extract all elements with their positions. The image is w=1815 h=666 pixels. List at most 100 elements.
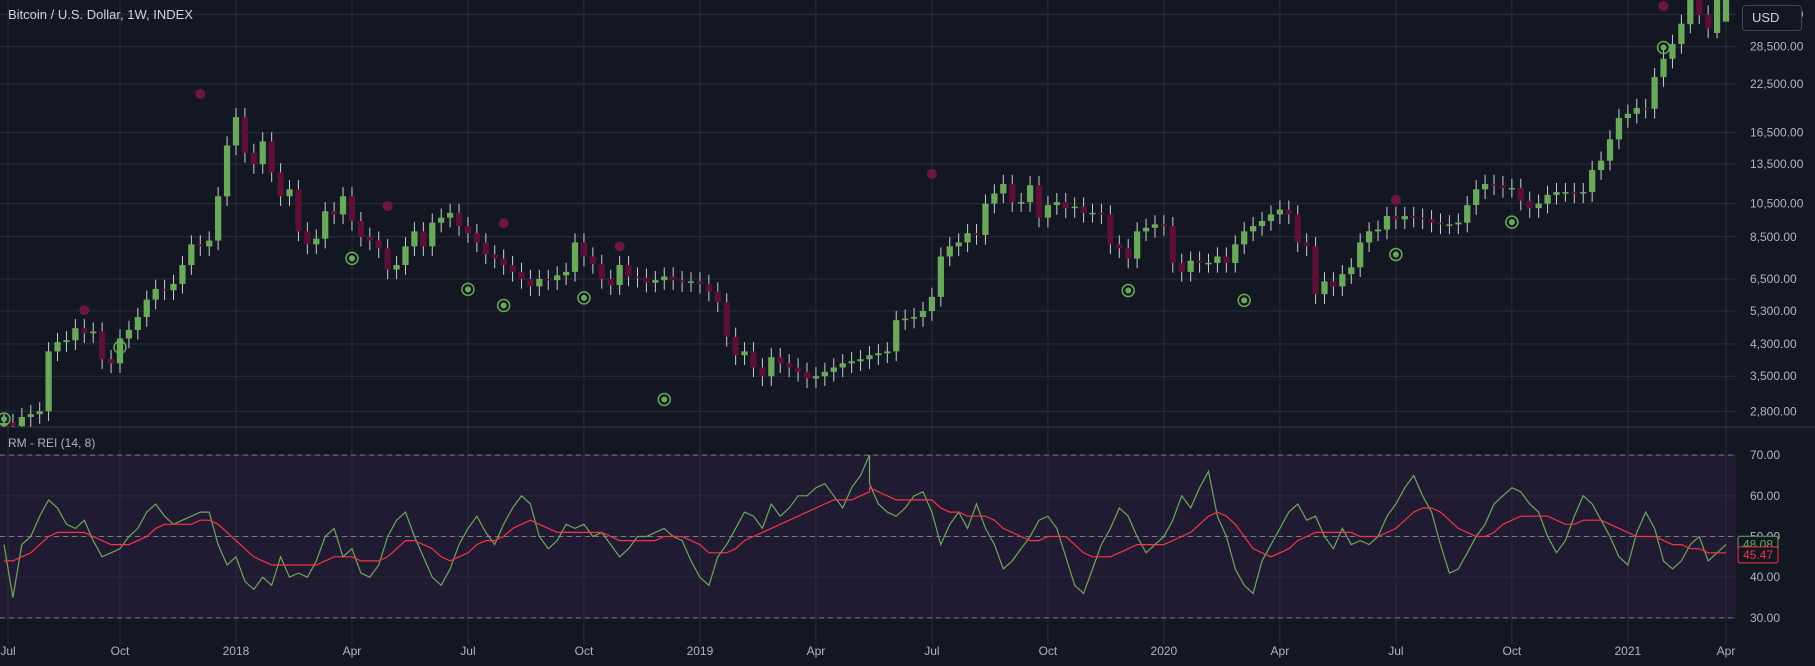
candle-body: [232, 117, 240, 146]
long-signal-marker: [1656, 40, 1671, 55]
x-tick-label: Apr: [1271, 644, 1290, 658]
candle-body: [670, 276, 677, 281]
candle-body: [946, 246, 953, 257]
y-tick-label: 22,500.00: [1750, 77, 1804, 91]
candle-body: [402, 246, 409, 266]
candle-body: [304, 231, 311, 245]
long-signal-marker-dot: [580, 294, 587, 301]
x-tick-label: Oct: [1503, 644, 1522, 658]
candle-body: [768, 357, 775, 377]
candle-body: [1374, 229, 1382, 232]
candle-body: [857, 359, 864, 362]
candle-body: [188, 244, 195, 266]
candle-body: [1535, 203, 1542, 209]
candle-body: [179, 265, 186, 284]
candle-body: [116, 338, 124, 364]
y-tick-label: 10,500.00: [1750, 197, 1804, 211]
candle-body: [1053, 202, 1060, 206]
candle-body: [1705, 14, 1712, 29]
candle-body: [652, 280, 659, 283]
candle-body: [1214, 256, 1221, 263]
indicator-y-tick-label: 30.00: [1750, 611, 1780, 625]
candle-body: [1589, 170, 1596, 193]
candle-body: [1660, 58, 1667, 78]
candle-body: [1633, 107, 1640, 114]
candle-body: [366, 236, 373, 241]
candle-body: [1597, 160, 1605, 171]
indicator-y-tick-label: 60.00: [1750, 489, 1780, 503]
chart-title: Bitcoin / U.S. Dollar, 1W, INDEX: [8, 7, 193, 22]
long-signal-marker: [345, 251, 359, 266]
candle-body: [1348, 267, 1355, 275]
candle-body: [1455, 222, 1462, 225]
short-signal-marker: [614, 241, 625, 252]
candle-body: [1160, 224, 1168, 227]
candle-body: [375, 240, 382, 249]
candle-body: [812, 376, 820, 379]
candle-body: [143, 299, 150, 318]
candle-body: [1089, 212, 1096, 215]
candle-body: [723, 302, 730, 337]
candle-body: [446, 212, 454, 218]
candle-body: [866, 355, 873, 360]
currency-button[interactable]: USD: [1742, 5, 1802, 31]
candle-body: [1223, 256, 1230, 263]
candle-body: [955, 242, 962, 247]
candle-body: [1517, 187, 1524, 201]
x-tick-label: Jul: [924, 644, 939, 658]
candle-body: [223, 145, 231, 197]
candle-body: [1178, 262, 1185, 272]
indicator-y-tick-label: 70.00: [1750, 448, 1780, 462]
candle-body: [1669, 43, 1676, 59]
rei-signal-line: [4, 486, 1726, 566]
candle-body: [81, 328, 88, 334]
candle-body: [90, 331, 97, 334]
candle-body: [1000, 183, 1007, 194]
candle-body: [241, 117, 249, 153]
candle-body: [1481, 183, 1489, 190]
candle-body: [661, 276, 668, 281]
candle-body: [36, 411, 43, 415]
candle-body: [1258, 220, 1266, 227]
candle-body: [438, 217, 445, 223]
candle-body: [1142, 227, 1150, 232]
x-tick-label: Apr: [1717, 644, 1736, 658]
candle-body: [580, 242, 588, 257]
candle-body: [1044, 205, 1052, 218]
candle-body: [1241, 231, 1248, 245]
indicator-title: RM - REI (14, 8): [8, 436, 96, 450]
long-signal-marker: [1121, 283, 1135, 298]
candle-body: [331, 211, 338, 215]
candle-body: [348, 196, 356, 221]
candle-body: [571, 242, 579, 272]
candle-body: [1428, 219, 1435, 223]
candle-body: [1687, 0, 1694, 25]
candle-body: [1446, 224, 1453, 226]
candle-body: [464, 226, 472, 234]
candle-body: [215, 196, 222, 241]
candle-body: [1606, 139, 1614, 161]
candle-body: [1187, 260, 1194, 272]
candle-body: [152, 288, 159, 300]
candle-body: [1410, 216, 1417, 218]
candle-body: [777, 357, 784, 364]
candle-body: [1249, 226, 1257, 232]
x-tick-label: Oct: [1039, 644, 1058, 658]
candle-body: [562, 271, 570, 276]
candle-body: [830, 367, 837, 372]
candle-body: [277, 172, 284, 197]
candle-body: [1062, 202, 1069, 209]
candle-body: [527, 278, 534, 287]
candle-body: [1553, 192, 1560, 195]
candle-body: [1098, 212, 1105, 215]
candle-body: [161, 288, 168, 291]
value-badge-box: [1737, 546, 1779, 564]
long-signal-marker-dot: [1125, 287, 1132, 294]
candle-body: [1303, 242, 1310, 247]
candle-body: [72, 328, 79, 341]
candle-body: [1419, 217, 1426, 220]
long-signal-marker-dot: [1392, 251, 1399, 258]
short-signal-marker: [195, 88, 206, 99]
candle-body: [107, 359, 115, 364]
candle-body: [1642, 107, 1649, 110]
